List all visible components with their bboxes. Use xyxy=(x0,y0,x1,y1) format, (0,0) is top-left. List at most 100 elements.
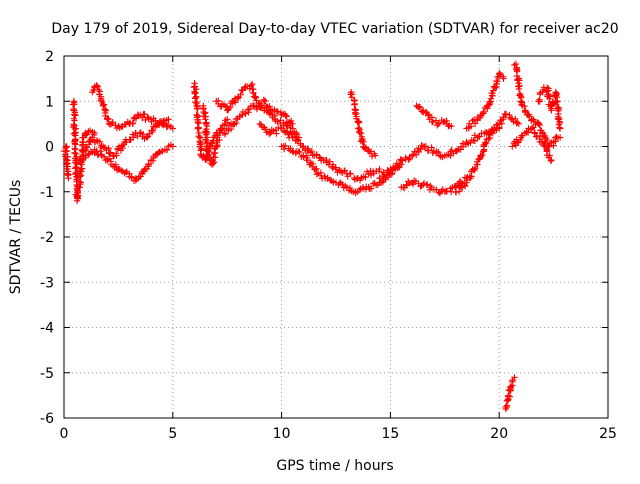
data-point xyxy=(106,150,113,157)
series-track-21to23 xyxy=(511,60,564,150)
data-point xyxy=(500,75,507,82)
y-tick-label: -4 xyxy=(40,321,54,337)
data-point xyxy=(194,118,201,126)
data-point xyxy=(78,165,86,172)
series-outlier-20h xyxy=(502,374,518,413)
data-point xyxy=(435,120,442,128)
data-point xyxy=(521,102,528,110)
data-point xyxy=(507,383,514,390)
data-point xyxy=(409,181,417,188)
data-point xyxy=(313,171,321,178)
data-point xyxy=(546,152,553,159)
series-track-22h-upper xyxy=(535,84,564,132)
data-point xyxy=(421,143,428,151)
data-point xyxy=(324,175,331,182)
data-point xyxy=(63,147,71,155)
data-point xyxy=(503,403,510,411)
data-point xyxy=(193,93,200,100)
data-point xyxy=(282,142,289,150)
series-track-mid-1 xyxy=(80,116,172,160)
data-point xyxy=(529,124,537,131)
x-tick-label: 15 xyxy=(381,426,399,442)
data-point xyxy=(91,129,98,137)
data-point xyxy=(266,130,273,138)
data-point xyxy=(555,115,563,122)
data-point xyxy=(209,157,216,164)
data-point xyxy=(332,165,340,173)
data-point xyxy=(289,125,297,132)
data-point xyxy=(99,102,107,109)
data-point xyxy=(65,174,72,182)
data-point xyxy=(547,105,555,112)
data-point xyxy=(353,175,361,182)
data-point xyxy=(461,182,469,190)
y-tick-label: -3 xyxy=(40,275,54,291)
data-point xyxy=(115,143,123,150)
data-point xyxy=(317,169,325,176)
data-point xyxy=(554,98,561,105)
data-point xyxy=(221,130,228,137)
data-point xyxy=(415,103,423,110)
data-point xyxy=(308,147,316,155)
y-tick-label: -2 xyxy=(40,230,54,246)
data-point xyxy=(118,123,125,130)
series-track-21to23-low xyxy=(509,124,555,165)
data-point xyxy=(424,181,431,188)
x-tick-label: 20 xyxy=(490,426,508,442)
data-point xyxy=(71,100,78,108)
y-tick-label: 1 xyxy=(45,94,54,110)
data-point xyxy=(448,122,455,130)
data-point xyxy=(300,153,307,160)
data-point xyxy=(93,137,101,144)
data-point xyxy=(443,117,450,125)
data-point xyxy=(237,91,244,98)
data-point xyxy=(353,113,360,120)
series-track-19to21-upper xyxy=(463,69,507,132)
data-point xyxy=(356,186,363,194)
grid-lines xyxy=(64,56,608,418)
data-point xyxy=(304,145,311,152)
data-point xyxy=(193,105,201,112)
data-point xyxy=(416,104,424,111)
data-point xyxy=(326,158,333,165)
data-point xyxy=(138,114,146,121)
data-point xyxy=(428,144,435,151)
data-point xyxy=(204,143,211,151)
x-tick-label: 10 xyxy=(273,426,291,442)
data-point xyxy=(399,157,406,164)
data-point xyxy=(194,125,201,132)
data-point xyxy=(262,126,269,133)
data-point xyxy=(143,134,150,141)
data-point xyxy=(210,158,218,166)
data-point xyxy=(227,125,235,133)
data-point xyxy=(515,85,523,93)
data-point xyxy=(202,116,209,123)
data-point xyxy=(296,148,303,156)
y-tick-label: -6 xyxy=(40,411,54,427)
data-point xyxy=(96,138,104,145)
data-point xyxy=(165,116,172,123)
data-point xyxy=(489,130,497,137)
series-track-early-a xyxy=(60,143,72,182)
data-point xyxy=(129,119,137,127)
data-point xyxy=(113,152,120,159)
data-point xyxy=(472,165,479,172)
data-point xyxy=(448,146,455,154)
data-point xyxy=(392,164,400,171)
data-point xyxy=(203,146,210,154)
data-point xyxy=(283,113,290,120)
data-point xyxy=(107,149,114,156)
data-point xyxy=(418,142,425,149)
data-point xyxy=(253,105,261,113)
data-point xyxy=(440,119,447,126)
data-point xyxy=(530,116,537,123)
data-point xyxy=(245,109,252,116)
data-point xyxy=(242,110,249,117)
data-point xyxy=(100,101,108,108)
y-tick-label: -5 xyxy=(40,366,54,382)
data-point xyxy=(252,94,260,102)
data-point xyxy=(163,146,171,154)
y-tick-label: -1 xyxy=(40,185,54,201)
data-point xyxy=(362,173,369,181)
data-point xyxy=(85,151,92,158)
